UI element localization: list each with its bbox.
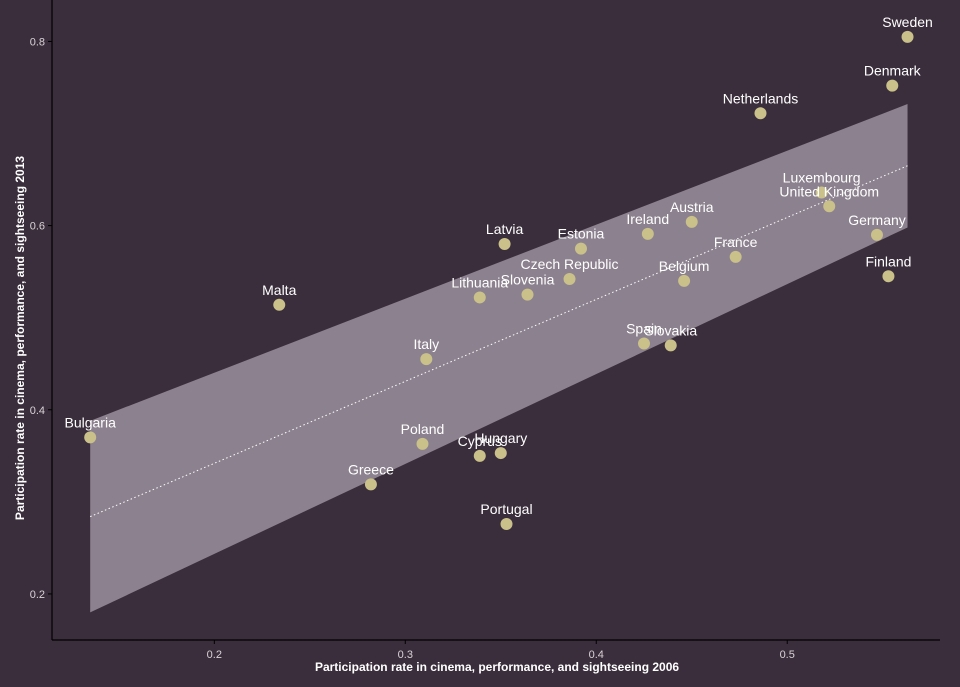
data-point <box>500 517 513 530</box>
data-point <box>641 227 654 240</box>
data-point <box>420 353 433 366</box>
data-point <box>823 200 836 213</box>
confidence-band <box>90 104 908 613</box>
y-tick-label: 0.6 <box>30 221 45 233</box>
x-tick-label: 0.4 <box>589 649 604 661</box>
x-tick-label: 0.2 <box>207 649 222 661</box>
data-point <box>685 215 698 228</box>
data-point <box>678 274 691 287</box>
point-label: Cyprus <box>458 433 502 449</box>
data-point <box>84 431 97 444</box>
point-label: Latvia <box>486 221 524 237</box>
point-label: Lithuania <box>451 274 508 290</box>
data-point <box>664 339 677 352</box>
data-point <box>882 270 895 283</box>
data-point <box>729 250 742 263</box>
data-point <box>754 107 767 120</box>
point-label: United Kingdom <box>779 183 879 199</box>
trend-line <box>89 165 908 518</box>
x-axis-title: Participation rate in cinema, performanc… <box>315 660 679 674</box>
data-point <box>494 447 507 460</box>
data-point <box>901 30 914 43</box>
point-label: Greece <box>348 461 394 477</box>
y-tick-label: 0.4 <box>30 405 45 417</box>
point-label: Italy <box>413 336 439 352</box>
data-point <box>473 291 486 304</box>
data-point <box>498 238 511 251</box>
point-label: Estonia <box>558 226 605 242</box>
point-label: Hungary <box>474 430 527 446</box>
x-tick-label: 0.3 <box>398 649 413 661</box>
point-label: Finland <box>865 253 911 269</box>
point-label: Poland <box>401 421 445 437</box>
data-point <box>273 298 286 311</box>
data-point <box>886 79 899 92</box>
y-tick-label: 0.2 <box>30 589 45 601</box>
point-label: Sweden <box>882 14 933 30</box>
data-point <box>473 449 486 462</box>
point-label: Czech Republic <box>520 256 618 272</box>
point-label: Luxembourg <box>783 169 861 185</box>
point-label: Slovenia <box>501 272 555 288</box>
data-point <box>574 242 587 255</box>
point-label: France <box>714 234 758 250</box>
point-label: Belgium <box>659 258 710 274</box>
point-label: Bulgaria <box>65 414 117 430</box>
data-point <box>638 337 650 350</box>
point-label: Malta <box>262 282 296 298</box>
y-tick-label: 0.8 <box>30 36 45 48</box>
point-label: Portugal <box>480 501 532 517</box>
data-point <box>563 273 576 286</box>
data-point <box>416 437 429 450</box>
x-tick-label: 0.5 <box>780 649 795 661</box>
data-point <box>521 288 534 301</box>
y-axis-title: Participation rate in cinema, performanc… <box>13 156 27 520</box>
point-label: Austria <box>670 199 714 215</box>
data-point <box>870 228 883 241</box>
point-label: Ireland <box>626 211 669 227</box>
point-label: Netherlands <box>723 90 799 106</box>
point-label: Germany <box>848 212 906 228</box>
data-point <box>815 186 828 199</box>
point-label: Denmark <box>864 63 922 79</box>
point-label: Spain <box>626 320 662 336</box>
data-point <box>364 478 377 491</box>
point-label: Slovakia <box>644 322 697 338</box>
